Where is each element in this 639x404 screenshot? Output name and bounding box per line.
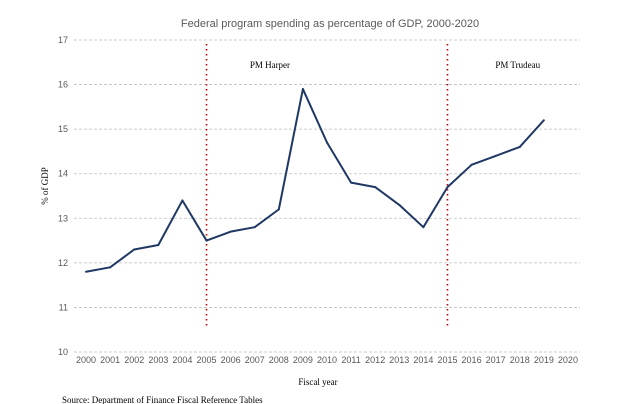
x-tick-label: 2000 [76, 355, 96, 365]
x-tick-label: 2001 [100, 355, 120, 365]
y-tick-label: 16 [58, 80, 68, 90]
x-axis-label: Fiscal year [298, 377, 337, 387]
annotation-label: PM Trudeau [495, 60, 540, 70]
data-point [253, 226, 256, 229]
x-tick-label: 2019 [534, 355, 554, 365]
x-tick-label: 2009 [293, 355, 313, 365]
x-tick-label: 2002 [124, 355, 144, 365]
data-point [181, 199, 184, 202]
y-tick-label: 13 [58, 213, 68, 223]
data-point [422, 226, 425, 229]
x-tick-label: 2015 [437, 355, 457, 365]
x-tick-label: 2013 [389, 355, 409, 365]
x-tick-label: 2011 [341, 355, 360, 365]
x-tick-label: 2018 [510, 355, 530, 365]
data-point [205, 239, 208, 242]
annotation-labels: PM Harper PM Trudeau [250, 60, 541, 70]
x-axis-ticks: 2000 2001 2002 2003 2004 2005 2006 2007 2008 2009… [76, 355, 578, 365]
chart-title: Federal program spending as percentage o… [181, 18, 479, 30]
data-point [470, 163, 473, 166]
x-tick-label: 2008 [269, 355, 289, 365]
y-axis-label: % of GDP [40, 167, 50, 205]
y-tick-label: 14 [58, 169, 68, 179]
x-tick-label: 2014 [413, 355, 433, 365]
data-point [277, 208, 280, 211]
y-tick-label: 10 [58, 347, 68, 357]
x-tick-label: 2004 [172, 355, 192, 365]
y-tick-label: 12 [58, 258, 68, 268]
term-divider-lines [205, 44, 449, 326]
gridlines [74, 39, 580, 353]
data-point [326, 141, 328, 144]
y-tick-label: 17 [58, 35, 68, 45]
data-point [133, 248, 136, 251]
data-point [301, 88, 304, 91]
x-tick-label: 2010 [317, 355, 337, 365]
source-note: Source: Department of Finance Fiscal Ref… [62, 395, 263, 404]
data-point [350, 181, 353, 184]
data-point [446, 186, 449, 189]
x-tick-label: 2006 [221, 355, 241, 365]
x-tick-label: 2005 [197, 355, 217, 365]
x-tick-label: 2016 [462, 355, 482, 365]
x-tick-label: 2003 [148, 355, 168, 365]
x-tick-label: 2020 [558, 355, 578, 365]
data-point [109, 266, 112, 269]
x-tick-label: 2007 [245, 355, 265, 365]
data-point [398, 203, 401, 206]
data-point [518, 145, 521, 148]
y-tick-label: 15 [58, 124, 68, 134]
annotation-label: PM Harper [250, 60, 290, 70]
data-point [157, 244, 160, 247]
x-tick-label: 2012 [365, 355, 385, 365]
data-point [494, 154, 497, 157]
series-group [85, 88, 545, 273]
data-point [542, 119, 545, 122]
data-point [85, 270, 88, 273]
series-line [85, 88, 545, 273]
y-tick-label: 11 [59, 302, 68, 312]
data-point [374, 186, 377, 189]
y-axis-ticks: 10 11 12 13 14 15 16 17 [58, 35, 68, 357]
data-point [229, 230, 232, 233]
x-tick-label: 2017 [486, 355, 506, 365]
